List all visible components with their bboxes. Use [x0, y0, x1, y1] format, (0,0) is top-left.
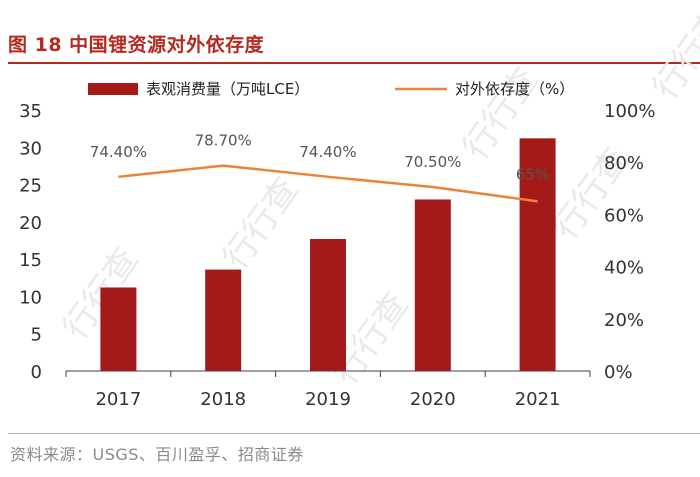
dependency-line	[118, 164, 538, 203]
watermark-text: 行行查	[645, 0, 700, 106]
source-note: 资料来源：USGS、百川盈孚、招商证券	[10, 445, 304, 464]
bar	[100, 287, 137, 371]
x-tick-label: 2021	[515, 389, 561, 410]
y-right-tick-label: 20%	[604, 310, 644, 331]
x-tick-label: 2018	[200, 389, 246, 410]
y-right-tick-label: 100%	[604, 101, 655, 122]
line-series: 74.40% 78.70% 74.40% 70.50% 65%	[90, 132, 549, 203]
y-left-tick-label: 35	[19, 101, 42, 122]
source-rule	[8, 433, 700, 434]
bar	[205, 269, 242, 371]
y-right-tick-label: 0%	[604, 362, 633, 383]
x-tick-label: 2020	[410, 389, 456, 410]
x-tick-label: 2017	[95, 389, 141, 410]
axes: 2017 2018 2019 2020 2021 0 5 10 15 20 25 30 35 0% 20% 4…	[19, 101, 655, 410]
chart: 行行查行行查行行查行行查行行查行行查 表观消费量（万吨LCE）对外依存度（%） …	[19, 0, 700, 410]
bar	[310, 239, 346, 371]
y-right-tick-label: 60%	[604, 205, 644, 226]
y-left-tick-label: 0	[31, 362, 42, 383]
y-left-tick-label: 25	[19, 176, 42, 197]
title-rule	[8, 62, 700, 64]
y-left-tick-label: 10	[19, 287, 42, 308]
y-left-tick-label: 30	[19, 138, 42, 159]
bars	[100, 138, 556, 371]
legend-label-bar: 表观消费量（万吨LCE）	[146, 80, 309, 98]
figure-title: 图 18 中国锂资源对外依存度	[8, 34, 265, 56]
legend-label-line: 对外依存度（%）	[455, 80, 574, 98]
watermark-layer: 行行查行行查行行查行行查行行查行行查	[55, 0, 700, 391]
y-right-tick-label: 80%	[604, 153, 644, 174]
bar	[519, 138, 556, 371]
y-left-tick-label: 5	[31, 325, 42, 346]
line-data-label: 74.40%	[299, 143, 356, 161]
line-data-label: 74.40%	[90, 143, 147, 161]
line-data-label: 65%	[516, 165, 549, 183]
bar	[414, 199, 451, 371]
y-left-tick-label: 15	[19, 250, 42, 271]
x-tick-label: 2019	[305, 389, 351, 410]
y-left-tick-label: 20	[19, 213, 42, 234]
y-right-tick-label: 40%	[604, 258, 644, 279]
line-data-label: 70.50%	[404, 153, 461, 171]
legend-swatch-bar	[88, 83, 138, 95]
line-data-label: 78.70%	[195, 132, 252, 150]
watermark-text: 行行查	[215, 170, 306, 276]
legend: 表观消费量（万吨LCE） 对外依存度（%）	[88, 80, 574, 98]
